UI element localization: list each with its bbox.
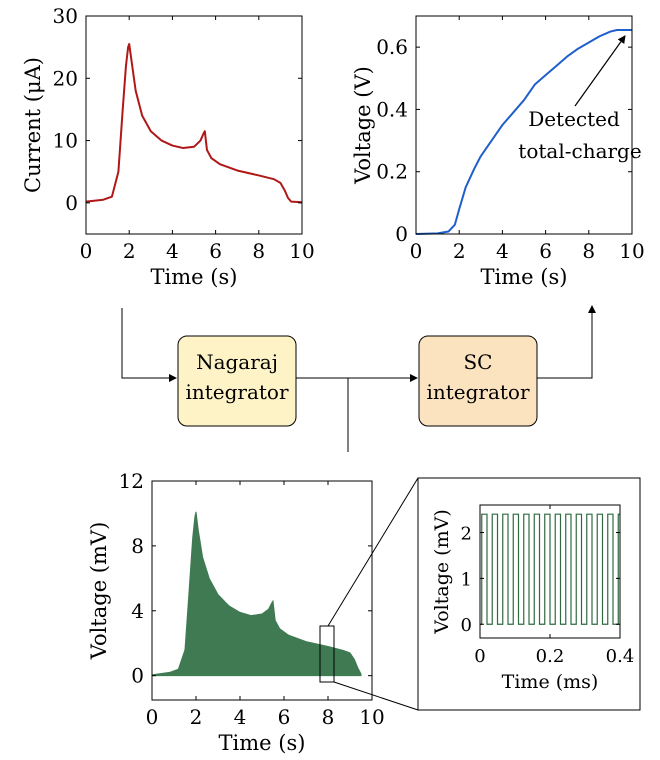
current-plot: 0 2 4 6 8 10 0 10 20 30 Time (s) Current (μA) <box>21 4 315 289</box>
y-axis-label: Current (μA) <box>21 57 45 193</box>
x-tick-label: 0 <box>80 239 93 263</box>
series-line <box>415 29 632 235</box>
x-axis-label: Time (s) <box>151 265 238 289</box>
sc-integrator-block <box>418 335 538 427</box>
y-tick-label: 8 <box>131 534 144 558</box>
x-tick-label: 8 <box>322 705 335 729</box>
y-tick-label: 0.2 <box>376 160 408 184</box>
x-tick-label: 0 <box>474 646 485 667</box>
y-tick-label: 0 <box>65 191 78 215</box>
x-tick-label: 10 <box>359 705 384 729</box>
x-tick-label: 8 <box>582 239 595 263</box>
x-tick-label: 4 <box>234 705 247 729</box>
annotation-line-1: Detected <box>528 107 620 131</box>
plot-frame <box>415 15 633 235</box>
total-charge-annotation: Detected total-charge <box>518 35 642 163</box>
x-tick-label: 4 <box>496 239 509 263</box>
y-tick-label: 30 <box>53 4 78 28</box>
y-axis-label: Voltage (mV) <box>431 509 453 634</box>
y-axis-label: Voltage (mV) <box>87 522 111 661</box>
y-tick-label: 0.6 <box>376 35 408 59</box>
x-tick-label: 2 <box>453 239 466 263</box>
voltage-plot: 0 2 4 6 8 10 0 0.2 0.4 0.6 Time (s) Voltage (V) <box>351 15 645 289</box>
zoom-region-box <box>319 625 335 683</box>
x-axis-label: Time (s) <box>481 265 568 289</box>
y-tick-label: 12 <box>119 469 144 493</box>
nagaraj-label-1: Nagaraj <box>196 350 278 374</box>
sc-label-2: integrator <box>426 380 530 404</box>
y-tick-label: 0 <box>461 615 472 636</box>
y-tick-label: 20 <box>53 66 78 90</box>
y-tick-label: 0 <box>395 222 408 246</box>
y-tick-label: 4 <box>131 599 144 623</box>
x-tick-label: 10 <box>619 239 644 263</box>
x-tick-label: 4 <box>166 239 179 263</box>
y-tick-label: 1 <box>461 569 472 590</box>
x-tick-label: 6 <box>278 705 291 729</box>
series-line <box>480 513 620 625</box>
x-tick-label: 8 <box>252 239 265 263</box>
x-tick-label: 6 <box>539 239 552 263</box>
output-arrow <box>537 305 596 379</box>
annotation-line-2: total-charge <box>518 139 641 163</box>
zoom-connectors <box>319 477 641 711</box>
series-area <box>151 511 362 677</box>
plot-frame <box>151 480 373 701</box>
x-tick-label: 6 <box>209 239 222 263</box>
plot-frame <box>85 15 303 235</box>
zoom-plot: 0 0.2 0.4 0 1 2 Time (ms) Voltage (mV) <box>431 504 635 693</box>
zoom-line-top <box>327 477 419 627</box>
y-axis-label: Voltage (V) <box>351 66 375 185</box>
sc-label-1: SC <box>463 350 492 374</box>
x-axis-label: Time (s) <box>219 731 306 755</box>
x-tick-label: 0.2 <box>536 646 565 667</box>
nagaraj-output-plot: 0 2 4 6 8 10 0 4 8 12 Time (s) Voltage (mV) <box>87 469 385 755</box>
x-tick-label: 0 <box>146 705 159 729</box>
y-tick-label: 0.4 <box>376 97 408 121</box>
nagaraj-label-2: integrator <box>185 380 289 404</box>
y-tick-label: 10 <box>53 129 78 153</box>
input-arrow <box>121 308 177 382</box>
x-tick-label: 2 <box>190 705 203 729</box>
x-tick-label: 0 <box>410 239 423 263</box>
nagaraj-integrator-block <box>177 335 297 427</box>
y-tick-label: 0 <box>131 664 144 688</box>
zoom-line-bottom <box>333 681 419 711</box>
x-axis-label: Time (ms) <box>502 671 599 693</box>
zoom-inset-frame <box>417 477 641 711</box>
block-diagram: Nagaraj integrator SC integrator <box>121 305 596 452</box>
y-tick-label: 2 <box>461 524 472 545</box>
x-tick-label: 10 <box>289 239 314 263</box>
x-tick-label: 0.4 <box>606 646 635 667</box>
annotation-arrow <box>574 35 626 107</box>
series-line <box>85 43 303 204</box>
x-tick-label: 2 <box>123 239 136 263</box>
